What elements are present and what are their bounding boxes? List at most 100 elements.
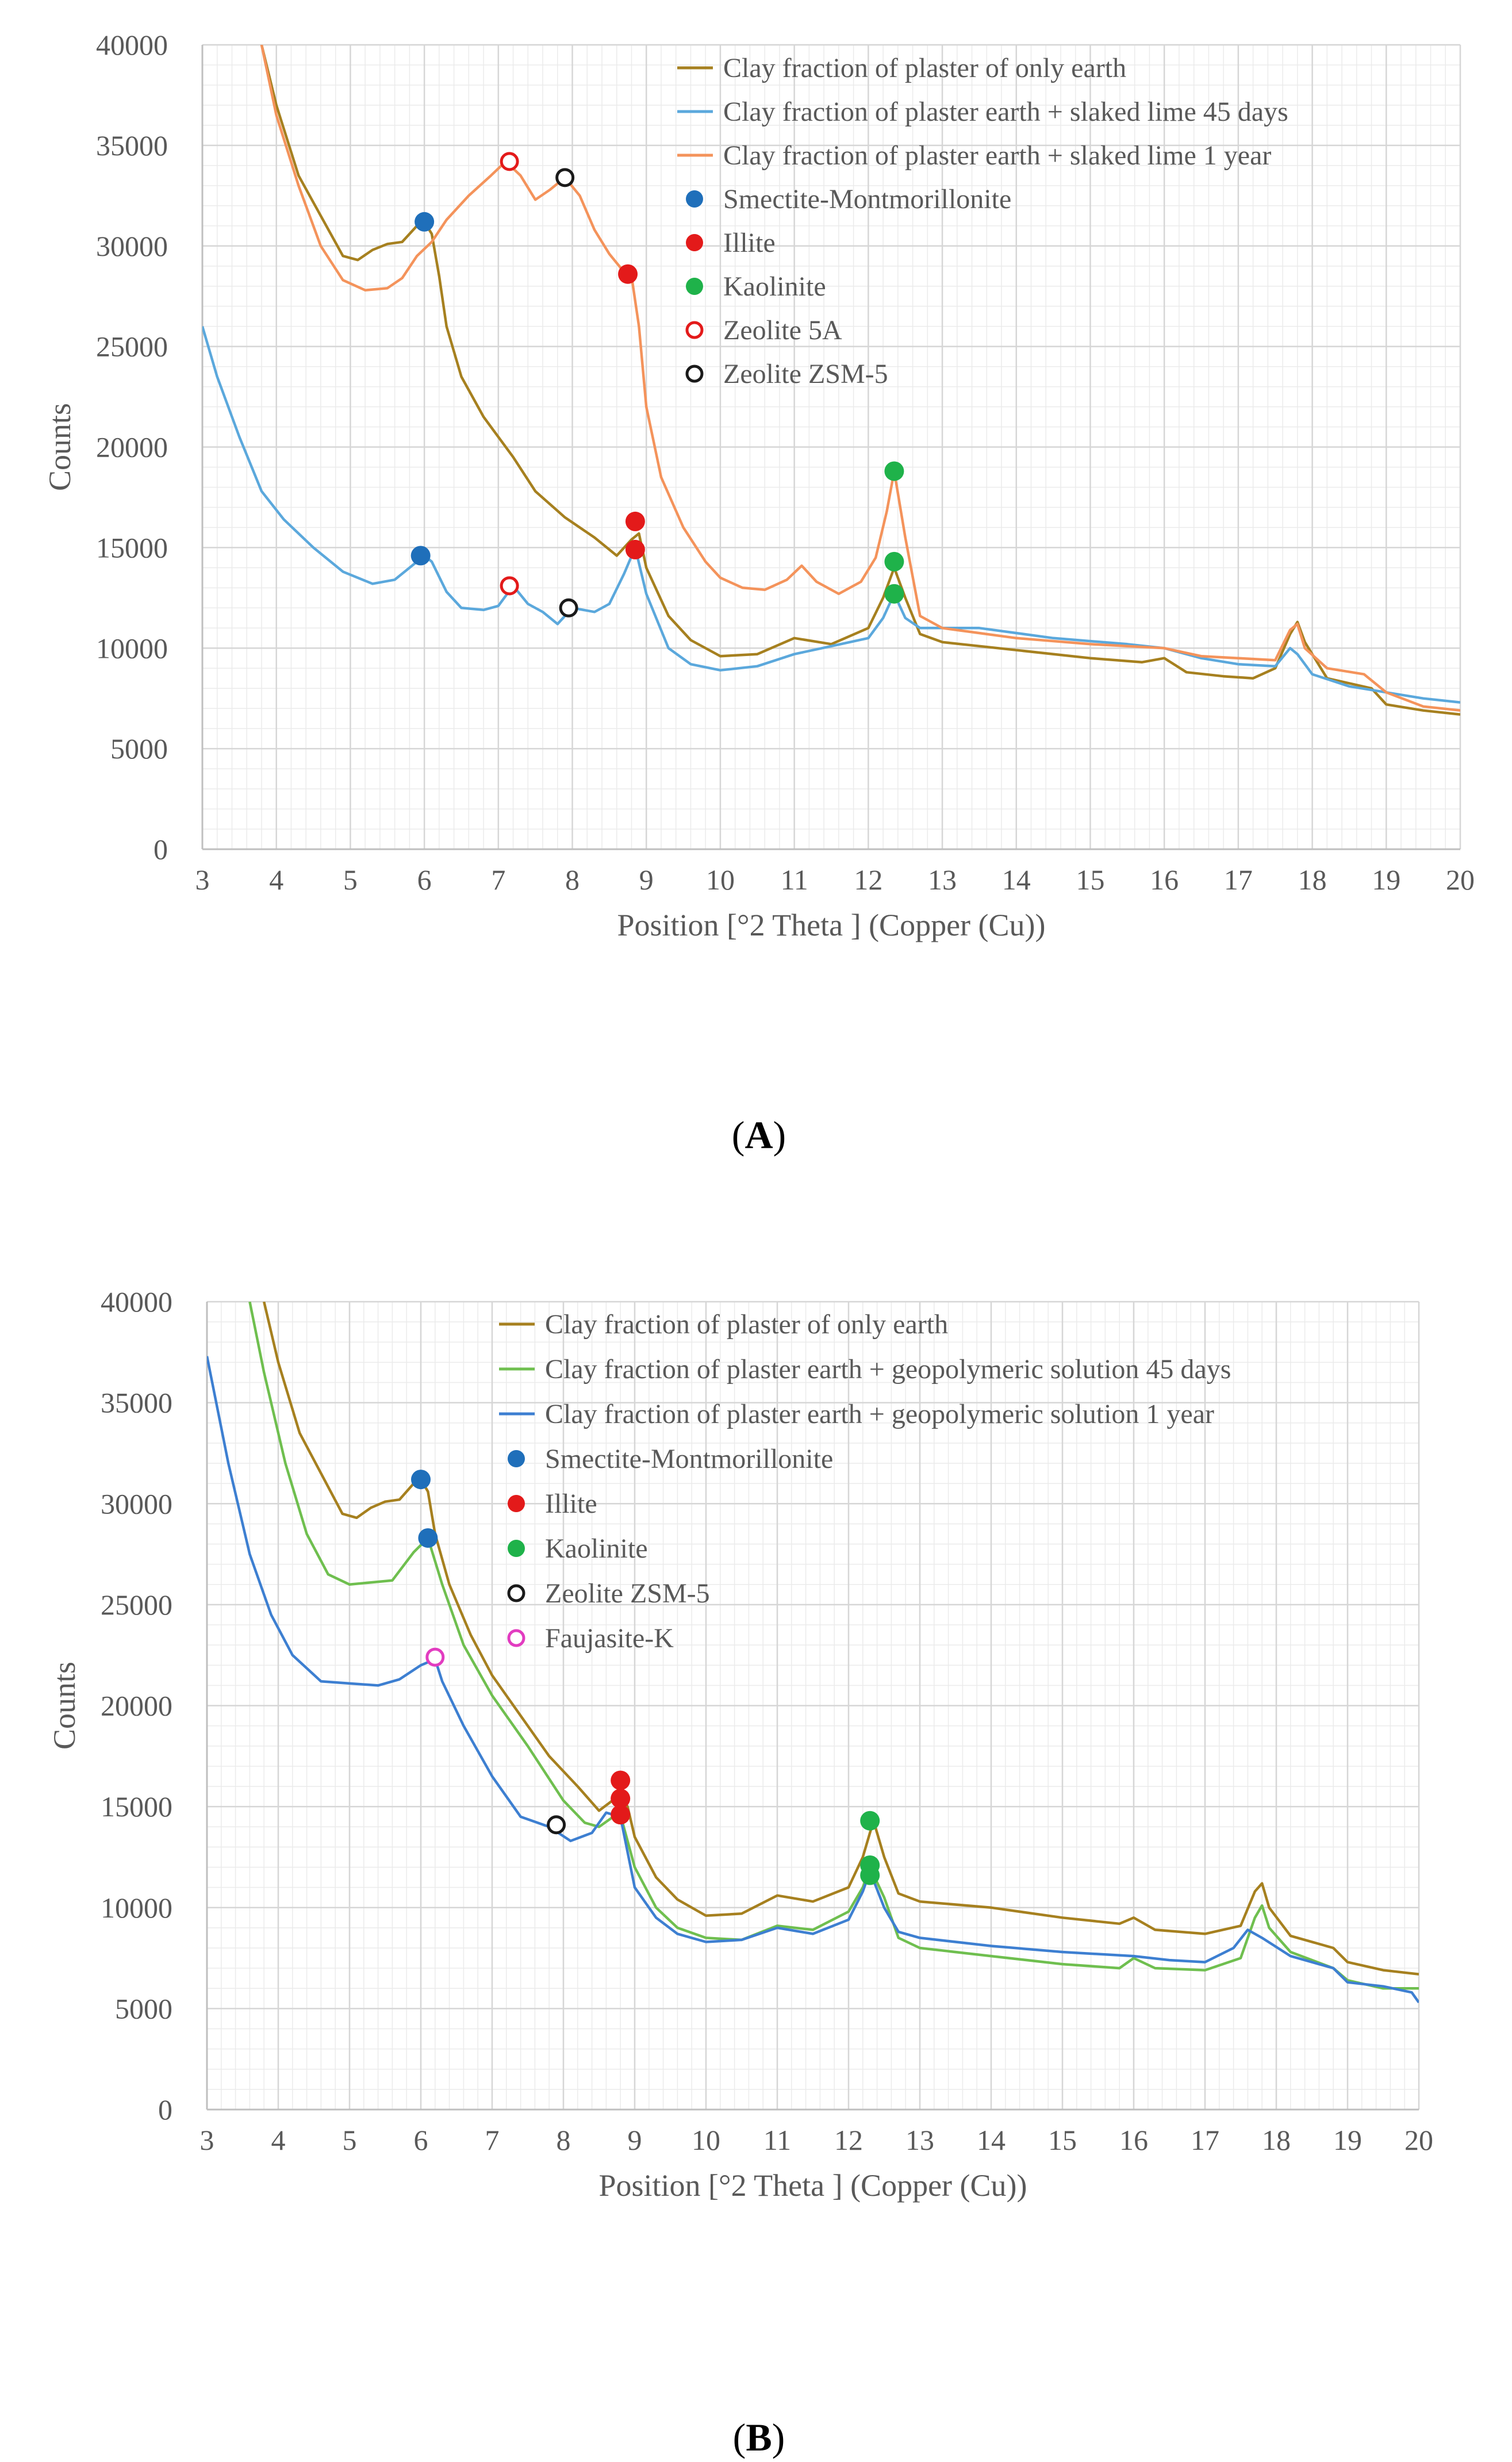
marker-point xyxy=(500,152,519,171)
legend-entry-label: Zeolite 5A xyxy=(723,315,842,346)
legend-entry-label: Zeolite ZSM-5 xyxy=(723,359,888,389)
x-tick-label: 5 xyxy=(343,864,358,896)
legend-entry-label: Illite xyxy=(723,228,776,258)
legend-entry-label: Clay fraction of plaster earth + geopoly… xyxy=(545,1354,1231,1385)
x-tick-label: 12 xyxy=(834,2124,863,2156)
x-tick-label: 16 xyxy=(1150,864,1179,896)
major-gridlines xyxy=(206,1301,1420,2111)
y-tick-label: 30000 xyxy=(96,230,168,262)
y-tick-label: 35000 xyxy=(101,1387,172,1419)
legend-marker-swatch xyxy=(686,190,703,208)
legend-entry-label: Smectite-Montmorillonite xyxy=(723,184,1011,214)
legend-marker-swatch xyxy=(508,1495,525,1512)
y-tick-label: 0 xyxy=(153,833,168,865)
marker-point xyxy=(625,539,645,559)
y-tick-label: 20000 xyxy=(101,1690,172,1722)
legend-entry-label: Faujasite-K xyxy=(545,1623,674,1654)
x-tick-label: 12 xyxy=(854,864,882,896)
y-tick-label: 15000 xyxy=(101,1790,172,1823)
x-axis-title: Position [°2 Theta ] (Copper (Cu)) xyxy=(617,908,1046,942)
legend-marker-swatch xyxy=(685,365,704,383)
x-tick-label: 8 xyxy=(565,864,580,896)
y-axis-title: Counts xyxy=(43,403,77,491)
x-tick-label: 13 xyxy=(928,864,957,896)
legend-entry-label: Zeolite ZSM-5 xyxy=(545,1578,710,1609)
legend-entry-label: Kaolinite xyxy=(545,1533,648,1564)
legend-marker-swatch xyxy=(686,234,703,251)
marker-point xyxy=(418,1528,438,1548)
panel-label-a-close: ) xyxy=(773,1113,786,1157)
x-tick-label: 10 xyxy=(706,864,735,896)
legend-marker-swatch xyxy=(508,1540,525,1557)
x-tick-label: 17 xyxy=(1224,864,1253,896)
legend-entry-label: Clay fraction of plaster earth + slaked … xyxy=(723,97,1288,127)
y-tick-label: 0 xyxy=(158,2093,172,2126)
y-tick-label: 25000 xyxy=(101,1589,172,1621)
chart-b: 3 4 5 6 7 8 9 10 11 12 13 14 15 16 17 18 19 20 0 5000 10000 1… xyxy=(47,1286,1433,2203)
legend: Clay fraction of plaster of only earth Cl… xyxy=(677,53,1288,389)
x-tick-label: 6 xyxy=(417,864,432,896)
legend-marker-swatch xyxy=(508,1450,525,1467)
series-line-1 xyxy=(263,1302,1419,1976)
panel-label-a-letter: A xyxy=(745,1113,773,1157)
x-tick-label: 6 xyxy=(414,2124,428,2156)
legend-entry-label: Kaolinite xyxy=(723,271,826,302)
y-tick-label: 40000 xyxy=(96,29,168,61)
legend-marker-swatch xyxy=(686,278,703,295)
x-axis-title: Position [°2 Theta ] (Copper (Cu)) xyxy=(599,2168,1027,2203)
marker-point xyxy=(625,511,645,531)
marker-point xyxy=(411,1470,431,1490)
marker-point xyxy=(500,576,519,596)
series-line-2 xyxy=(202,325,1460,704)
marker-point xyxy=(425,1647,445,1667)
legend-entry-label: Illite xyxy=(545,1489,597,1519)
y-tick-label: 20000 xyxy=(96,431,168,463)
series-line-1 xyxy=(260,45,1460,716)
x-tick-label: 4 xyxy=(271,2124,286,2156)
marker-point xyxy=(884,461,904,481)
x-tick-label: 20 xyxy=(1446,864,1475,896)
marker-point xyxy=(559,598,578,618)
x-tick-label: 7 xyxy=(485,2124,500,2156)
marker-point xyxy=(555,168,575,187)
y-tick-label: 10000 xyxy=(96,632,168,664)
marker-point xyxy=(884,551,904,572)
x-tick-label: 8 xyxy=(557,2124,571,2156)
panel-label-b-letter: B xyxy=(746,2415,772,2459)
series-group xyxy=(207,1302,1419,2004)
legend-marker-swatch xyxy=(507,1584,525,1602)
x-tick-label: 9 xyxy=(639,864,654,896)
marker-point xyxy=(611,1770,631,1790)
x-tick-label: 16 xyxy=(1119,2124,1148,2156)
marker-point xyxy=(410,546,431,566)
x-tick-label: 7 xyxy=(491,864,505,896)
x-tick-label: 9 xyxy=(628,2124,642,2156)
legend-entry-label: Clay fraction of plaster earth + geopoly… xyxy=(545,1399,1214,1429)
x-tick-label: 13 xyxy=(905,2124,934,2156)
panel-label-b-close: ) xyxy=(772,2415,785,2459)
x-tick-label: 3 xyxy=(200,2124,214,2156)
marker-point xyxy=(611,1805,631,1825)
x-tick-label: 14 xyxy=(977,2124,1006,2156)
y-tick-label: 10000 xyxy=(101,1892,172,1924)
marker-point xyxy=(547,1815,566,1835)
x-tick-label: 3 xyxy=(195,864,210,896)
x-tick-label: 19 xyxy=(1333,2124,1362,2156)
x-tick-label: 11 xyxy=(763,2124,791,2156)
y-tick-label: 25000 xyxy=(96,331,168,363)
y-tick-label: 5000 xyxy=(115,1992,172,2024)
panel-label-b-open: ( xyxy=(733,2415,746,2459)
y-axis-title: Counts xyxy=(47,1662,82,1750)
legend-entry-label: Smectite-Montmorillonite xyxy=(545,1444,833,1474)
marker-point xyxy=(618,264,638,284)
y-tick-label: 30000 xyxy=(101,1487,172,1520)
legend-marker-swatch xyxy=(507,1629,525,1647)
legend-entry-label: Clay fraction of plaster earth + slaked … xyxy=(723,140,1271,171)
legend: Clay fraction of plaster of only earth Cl… xyxy=(499,1309,1231,1654)
x-tick-label: 18 xyxy=(1298,864,1327,896)
y-tick-label: 15000 xyxy=(96,531,168,563)
panel-label-a: (A) xyxy=(732,1113,786,1157)
y-tick-label: 35000 xyxy=(96,129,168,162)
